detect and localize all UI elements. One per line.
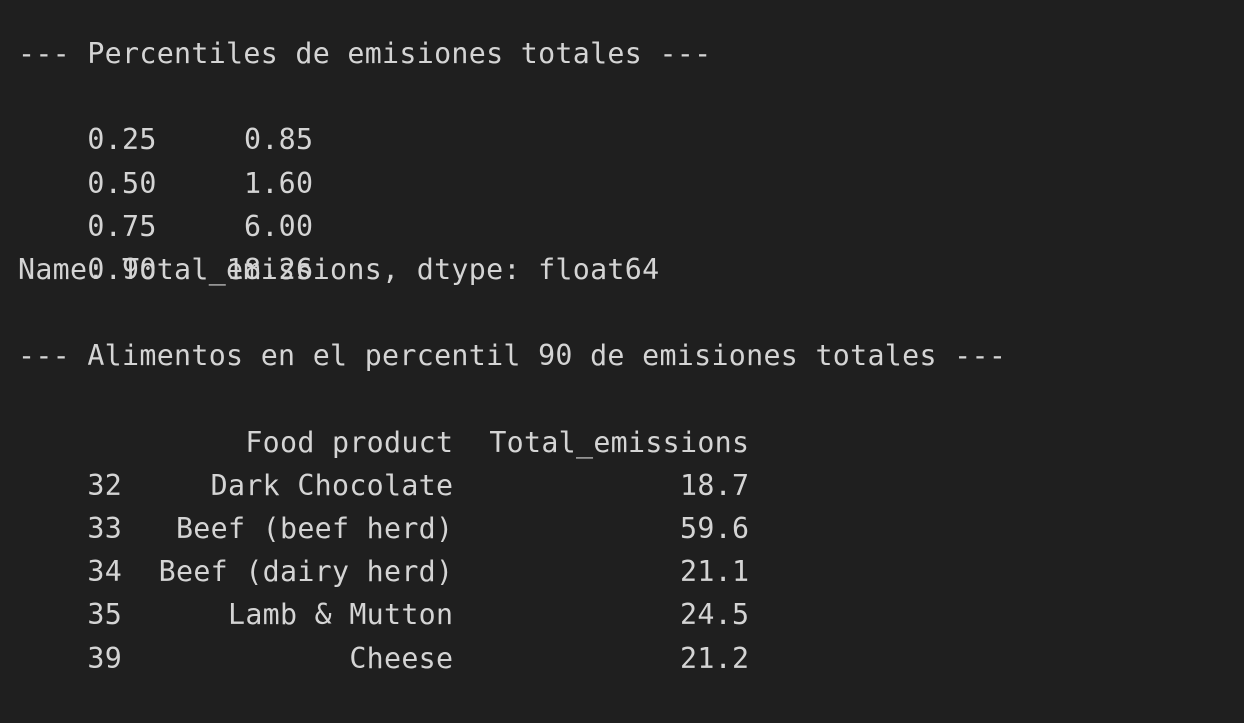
table-row: 35 Lamb & Mutton 24.5 bbox=[18, 550, 1244, 631]
table-header-row: Food product Total_emissions bbox=[18, 378, 1244, 459]
console-output: --- Percentiles de emisiones totales ---… bbox=[18, 37, 1244, 675]
foods-header: --- Alimentos en el percentil 90 de emis… bbox=[18, 339, 1007, 373]
series-info: Name: Total_emissions, dtype: float64 bbox=[18, 252, 660, 286]
column-header-food: Food product bbox=[245, 425, 454, 459]
percentile-row: 0.50 1.60 bbox=[18, 118, 1244, 200]
percentile-quantile: 0.75 bbox=[87, 209, 157, 243]
percentiles-header: --- Percentiles de emisiones totales --- bbox=[18, 37, 712, 70]
total-emissions: 21.1 bbox=[680, 555, 750, 589]
percentile-row: 0.90 18.26 bbox=[18, 205, 1244, 286]
total-emissions: 21.2 bbox=[680, 641, 750, 675]
table-row: 32 Dark Chocolate 18.7 bbox=[18, 421, 1244, 502]
row-index: 35 bbox=[87, 598, 123, 632]
percentile-quantile: 0.90 bbox=[87, 252, 157, 286]
percentile-row: 0.75 6.00 bbox=[18, 162, 1244, 243]
percentile-value: 6.00 bbox=[244, 209, 314, 243]
food-product: Cheese bbox=[349, 641, 454, 675]
row-index: 33 bbox=[87, 512, 123, 546]
row-index: 39 bbox=[87, 641, 123, 675]
table-row: 39 Cheese 21.2 bbox=[18, 593, 1244, 675]
total-emissions: 18.7 bbox=[680, 468, 750, 502]
table-row: 33 Beef (beef herd) 59.6 bbox=[18, 464, 1244, 545]
row-index: 32 bbox=[87, 468, 123, 502]
total-emissions: 24.5 bbox=[680, 598, 750, 632]
percentile-value: 0.85 bbox=[244, 123, 314, 157]
food-product: Beef (beef herd) bbox=[175, 512, 454, 546]
food-product: Beef (dairy herd) bbox=[158, 555, 454, 589]
column-header-total: Total_emissions bbox=[489, 425, 750, 459]
percentile-quantile: 0.50 bbox=[87, 166, 157, 200]
food-product: Lamb & Mutton bbox=[227, 598, 454, 632]
blank-line bbox=[18, 291, 1244, 334]
total-emissions: 59.6 bbox=[680, 512, 750, 546]
percentile-quantile: 0.25 bbox=[87, 123, 157, 157]
percentile-value: 1.60 bbox=[244, 166, 314, 200]
food-product: Dark Chocolate bbox=[210, 468, 454, 502]
percentile-value: 18.26 bbox=[226, 252, 314, 286]
row-index: 34 bbox=[87, 555, 123, 589]
table-row: 34 Beef (dairy herd) 21.1 bbox=[18, 507, 1244, 588]
percentile-row: 0.25 0.85 bbox=[18, 75, 1244, 156]
